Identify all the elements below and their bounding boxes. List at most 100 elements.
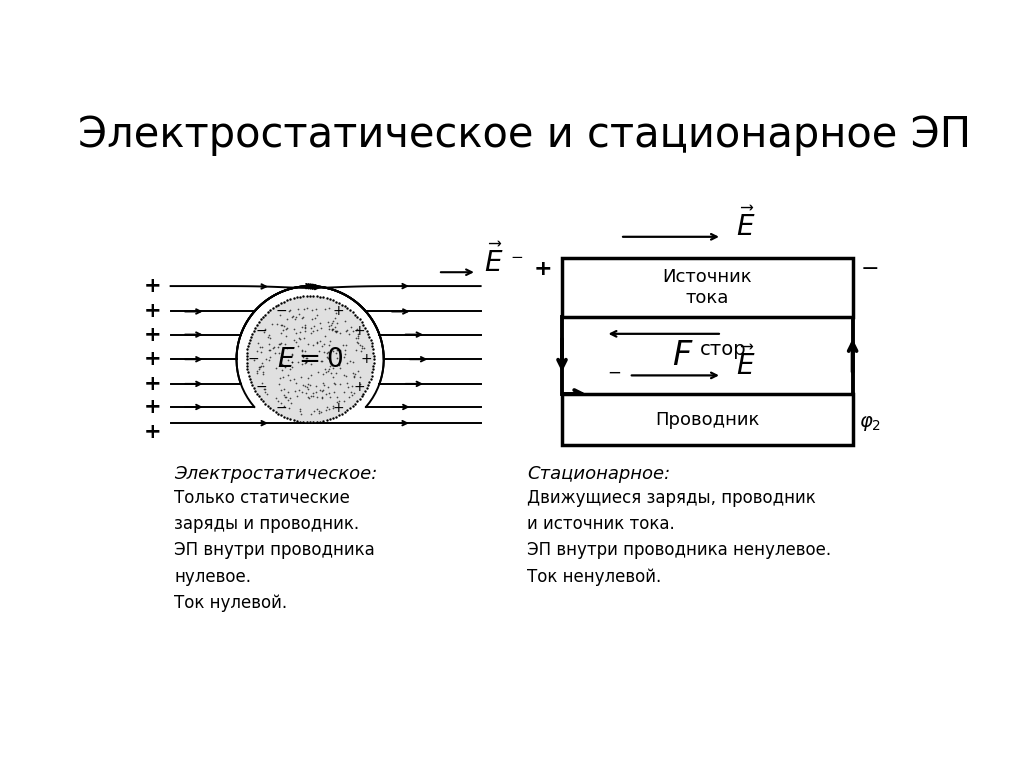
Point [321, 346, 337, 358]
Point [321, 381, 337, 393]
Point [336, 351, 352, 363]
Point [272, 384, 289, 397]
Point [316, 363, 333, 375]
Point [336, 386, 352, 398]
Point [336, 314, 352, 327]
Point [336, 348, 352, 360]
Point [325, 362, 341, 374]
Point [254, 357, 270, 370]
Point [347, 308, 364, 321]
Point [290, 303, 306, 315]
Point [289, 390, 305, 403]
Point [267, 406, 284, 418]
Point [257, 308, 273, 321]
Point [294, 321, 310, 333]
Point [325, 400, 341, 413]
Point [349, 337, 366, 349]
Point [293, 370, 309, 383]
Point [247, 354, 263, 366]
Circle shape [247, 296, 374, 423]
Point [286, 414, 302, 426]
Point [257, 398, 273, 410]
Point [309, 309, 326, 321]
Point [318, 401, 335, 413]
Point [361, 331, 378, 343]
Point [322, 334, 338, 347]
Text: $\varphi_1$: $\varphi_1$ [568, 414, 591, 433]
Point [270, 298, 287, 311]
Point [253, 346, 269, 358]
Point [319, 316, 336, 328]
Point [294, 345, 310, 357]
Point [282, 363, 298, 375]
Point [314, 384, 331, 396]
Point [275, 371, 292, 384]
Text: $E=0$: $E=0$ [278, 347, 343, 372]
Point [329, 352, 345, 364]
Point [309, 324, 326, 336]
Point [253, 314, 269, 326]
Point [292, 405, 308, 417]
Point [350, 328, 367, 341]
Point [254, 377, 270, 390]
Point [345, 387, 361, 399]
Point [303, 327, 319, 339]
Point [349, 395, 366, 407]
Point [265, 341, 282, 353]
Point [284, 356, 300, 368]
Text: −: − [276, 304, 288, 318]
Point [291, 308, 307, 320]
Point [314, 385, 331, 397]
Point [256, 384, 272, 396]
Point [247, 385, 263, 397]
Point [273, 337, 290, 350]
Point [318, 414, 335, 426]
Point [299, 416, 315, 429]
Point [305, 390, 322, 402]
Point [298, 352, 314, 364]
Point [332, 378, 348, 390]
Point [275, 400, 292, 413]
Point [295, 332, 311, 344]
Point [328, 307, 344, 319]
Point [249, 345, 265, 357]
Point [319, 352, 336, 364]
Point [337, 344, 353, 356]
Point [283, 293, 299, 305]
Point [345, 370, 361, 382]
Point [249, 387, 265, 400]
Point [261, 351, 278, 363]
Text: $\vec{E}$: $\vec{E}$ [484, 245, 504, 278]
Point [283, 413, 299, 426]
Point [365, 343, 381, 355]
Point [261, 354, 278, 366]
Point [292, 334, 308, 346]
Point [282, 392, 298, 404]
Point [337, 300, 353, 312]
Point [329, 391, 345, 403]
Point [360, 379, 377, 391]
Point [329, 344, 345, 357]
Text: +: + [144, 276, 162, 296]
Point [312, 291, 329, 303]
Point [302, 379, 318, 391]
Text: +: + [144, 374, 162, 394]
Point [274, 357, 291, 370]
Point [324, 359, 340, 371]
Point [328, 367, 344, 380]
Point [315, 415, 332, 427]
Text: +: + [535, 259, 553, 279]
Point [247, 321, 263, 334]
Point [313, 355, 330, 367]
Point [250, 360, 266, 373]
Point [302, 358, 318, 370]
Point [308, 416, 325, 428]
Point [249, 367, 265, 380]
Point [323, 360, 339, 373]
Point [321, 365, 337, 377]
Point [273, 364, 290, 376]
Point [348, 324, 365, 336]
Point [366, 350, 382, 362]
Point [324, 319, 340, 331]
Point [343, 386, 359, 398]
